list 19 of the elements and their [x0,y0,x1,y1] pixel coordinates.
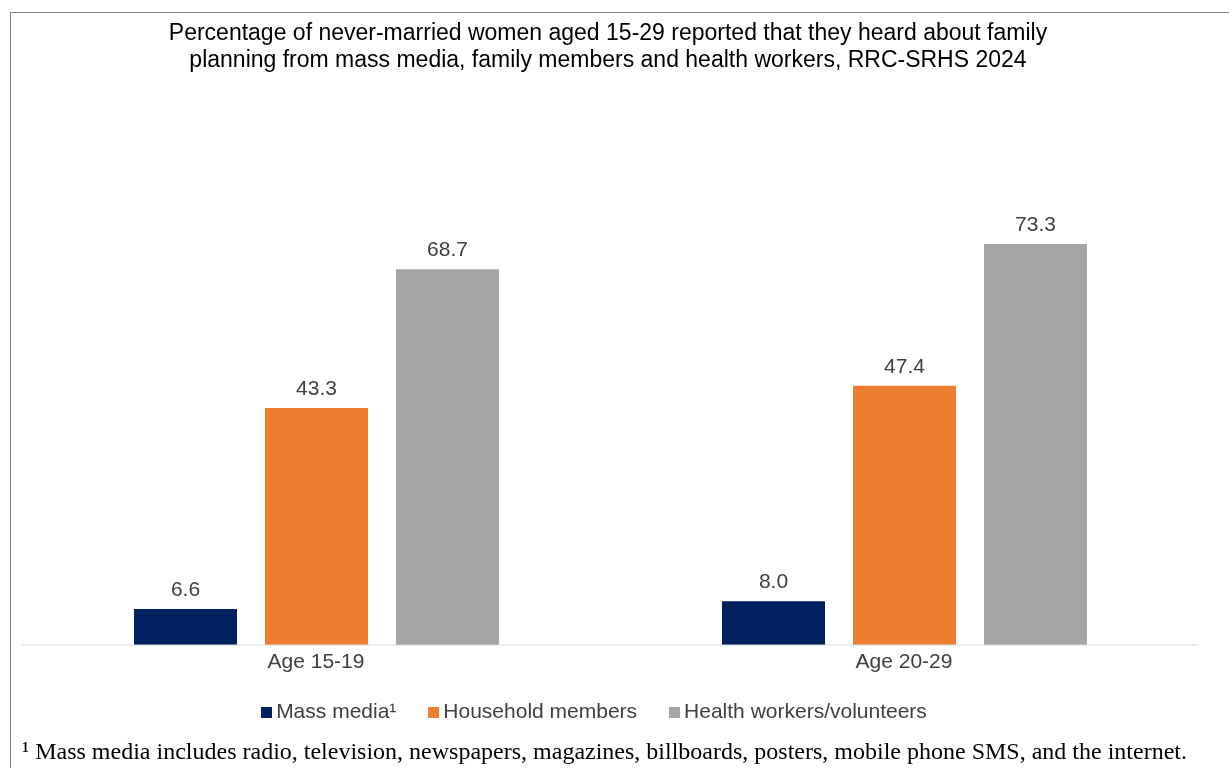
bar [265,408,368,645]
x-tick-label: Age 15-19 [267,648,365,672]
data-label: 43.3 [296,376,337,400]
bar [396,269,499,645]
legend-label: Household members [443,699,638,722]
bar [722,601,825,645]
data-label: 47.4 [884,353,926,377]
data-label: 68.7 [427,237,468,261]
bar [984,244,1087,645]
data-label: 6.6 [170,576,201,600]
text: ¹ Mass media includes radio, television, newspapers, magazines, billboards, posters, mobile phone SMS, and the internet. [22,738,1187,765]
bar [853,385,956,645]
x-tick-label: Age 20-29 [855,648,953,672]
data-label: 8.0 [758,569,789,593]
legend-label: Health workers/volunteers [684,699,927,722]
data-label: 73.3 [1015,212,1056,235]
chart-title: Percentage of never-married women aged 15-29 reported that they heard about family planning from mass media, family members and health workers, RRC-SRHS 2024 [167,19,1049,73]
legend-label: Mass media¹ [276,699,397,722]
bar [134,608,237,645]
